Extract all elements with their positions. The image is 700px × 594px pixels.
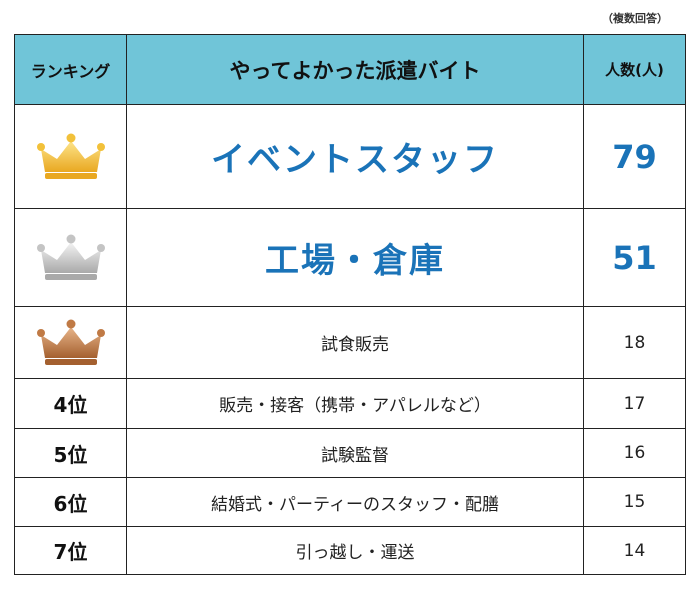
gold-crown-icon [36,133,105,179]
count-1: 79 [583,104,686,209]
table-row-5: 5位 試験監督 16 [14,428,686,478]
table-row-1: イベントスタッフ 79 [14,104,686,209]
rank-4: 4位 [14,378,127,429]
job-name-3: 試食販売 [126,306,584,379]
silver-crown-icon [36,234,105,280]
rank-cell-1 [14,104,127,209]
multiple-answer-note: （複数回答） [602,12,668,25]
table-row-2: 工場・倉庫 51 [14,208,686,307]
table-row-3: 試食販売 18 [14,306,686,379]
table-row-4: 4位 販売・接客（携帯・アパレルなど） 17 [14,378,686,429]
rank-6: 6位 [14,477,127,527]
job-name-5: 試験監督 [126,428,584,478]
count-3: 18 [583,306,686,379]
job-name-2: 工場・倉庫 [126,208,584,307]
table-row-6: 6位 結婚式・パーティーのスタッフ・配膳 15 [14,477,686,527]
rank-5: 5位 [14,428,127,478]
bronze-crown-icon [36,319,105,365]
count-5: 16 [583,428,686,478]
rank-7: 7位 [14,526,127,575]
ranking-table: ランキング やってよかった派遣バイト 人数(人) [14,34,686,575]
job-name-1: イベントスタッフ [126,104,584,209]
header-title: やってよかった派遣バイト [126,34,584,105]
rank-cell-2 [14,208,127,307]
count-7: 14 [583,526,686,575]
header-rank: ランキング [14,34,127,105]
header-count: 人数(人) [583,34,686,105]
count-4: 17 [583,378,686,429]
table-header-row: ランキング やってよかった派遣バイト 人数(人) [14,34,686,105]
job-name-4: 販売・接客（携帯・アパレルなど） [126,378,584,429]
rank-cell-3 [14,306,127,379]
table-row-7: 7位 引っ越し・運送 14 [14,526,686,575]
job-name-6: 結婚式・パーティーのスタッフ・配膳 [126,477,584,527]
count-6: 15 [583,477,686,527]
job-name-7: 引っ越し・運送 [126,526,584,575]
count-2: 51 [583,208,686,307]
